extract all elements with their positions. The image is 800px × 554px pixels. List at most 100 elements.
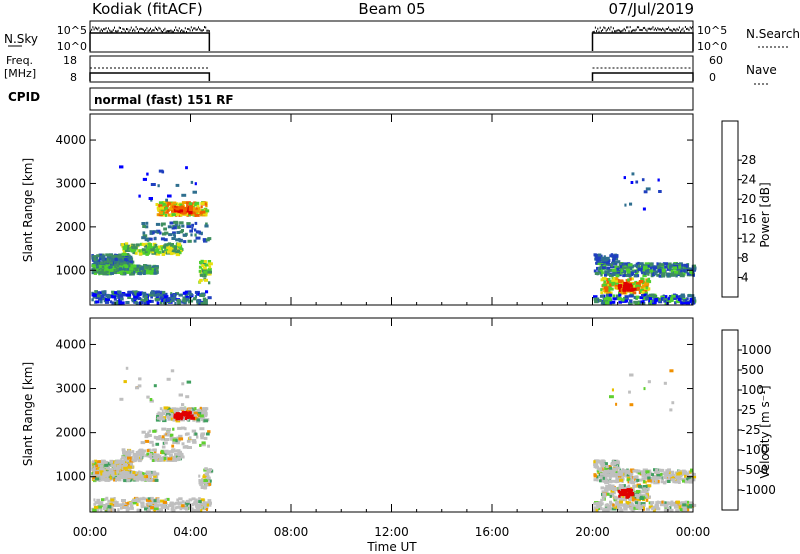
heatmap-cell bbox=[92, 255, 96, 259]
heatmap-cell bbox=[159, 301, 162, 305]
heatmap-cell bbox=[115, 270, 121, 274]
heatmap-cell bbox=[133, 295, 138, 299]
heatmap-cell bbox=[676, 271, 681, 275]
nsearch-tick-high: 10^5 bbox=[697, 24, 727, 37]
heatmap-cell bbox=[613, 505, 618, 509]
nsearch-dot bbox=[208, 30, 210, 33]
heatmap-cell bbox=[624, 489, 628, 493]
heatmap-cell bbox=[692, 296, 696, 300]
heatmap-cell bbox=[181, 211, 187, 215]
heatmap-cell bbox=[114, 471, 117, 475]
heatmap-cell bbox=[173, 415, 177, 419]
heatmap-cell bbox=[162, 290, 166, 294]
heatmap-cell bbox=[641, 471, 645, 475]
heatmap-cell bbox=[671, 476, 675, 480]
heatmap-cell bbox=[161, 299, 164, 303]
heatmap-cell bbox=[108, 261, 113, 265]
heatmap-cell bbox=[194, 182, 197, 186]
heatmap-cell bbox=[635, 262, 639, 266]
heatmap-cell bbox=[631, 172, 635, 176]
heatmap-cell bbox=[185, 209, 191, 213]
heatmap-cell bbox=[157, 184, 160, 188]
heatmap-cell bbox=[627, 267, 633, 271]
heatmap-cell bbox=[185, 415, 190, 419]
heatmap-cell bbox=[142, 472, 145, 476]
heatmap-cell bbox=[104, 463, 109, 467]
heatmap-cell bbox=[93, 271, 97, 275]
heatmap-cell bbox=[109, 471, 115, 475]
nsearch-dot bbox=[684, 26, 686, 28]
heatmap-cell bbox=[159, 293, 163, 297]
freq-line bbox=[591, 72, 694, 81]
heatmap-cell bbox=[663, 381, 667, 385]
heatmap-cell bbox=[172, 249, 176, 253]
heatmap-cell bbox=[611, 279, 616, 283]
nsearch-dot bbox=[100, 28, 102, 31]
heatmap-cell bbox=[127, 256, 132, 260]
heatmap-cell bbox=[626, 268, 631, 272]
heatmap-cell bbox=[620, 508, 624, 512]
heatmap-cell bbox=[93, 502, 97, 506]
heatmap-cell bbox=[612, 296, 615, 300]
heatmap-cell bbox=[154, 243, 158, 247]
heatmap-cell bbox=[123, 506, 128, 509]
heatmap-cell bbox=[182, 297, 187, 301]
heatmap-cell bbox=[119, 267, 123, 271]
heatmap-cell bbox=[147, 242, 150, 246]
heatmap-cell bbox=[112, 254, 118, 258]
heatmap-cell bbox=[205, 483, 211, 487]
heatmap-cell bbox=[150, 498, 155, 502]
heatmap-cell bbox=[114, 257, 118, 261]
heatmap-cell bbox=[170, 417, 173, 421]
heatmap-cell bbox=[609, 301, 612, 305]
heatmap-cell bbox=[678, 477, 682, 481]
heatmap-cell bbox=[626, 281, 630, 285]
heatmap-cell bbox=[97, 473, 103, 477]
heatmap-cell bbox=[202, 501, 207, 505]
heatmap-cell bbox=[643, 476, 647, 480]
nsearch-dot bbox=[653, 28, 655, 31]
heatmap-cell bbox=[188, 411, 192, 415]
heatmap-cell bbox=[631, 487, 635, 491]
nsearch-dot bbox=[670, 29, 672, 32]
heatmap-cell bbox=[125, 502, 129, 506]
heatmap-cell bbox=[602, 492, 607, 496]
nsearch-dot bbox=[598, 30, 600, 33]
heatmap-cell bbox=[593, 253, 597, 257]
heatmap-cell bbox=[683, 270, 689, 274]
heatmap-cell bbox=[609, 484, 615, 488]
heatmap-cell bbox=[682, 508, 688, 512]
heatmap-cell bbox=[624, 469, 627, 473]
heatmap-cell bbox=[167, 203, 169, 207]
heatmap-cell bbox=[634, 280, 638, 284]
nsearch-dot bbox=[672, 28, 674, 31]
heatmap-cell bbox=[175, 183, 180, 187]
nsearch-dot bbox=[594, 26, 596, 29]
heatmap-cell bbox=[609, 507, 612, 511]
heatmap-cell bbox=[632, 291, 637, 295]
heatmap-cell bbox=[131, 243, 136, 247]
heatmap-cell bbox=[132, 501, 137, 505]
heatmap-cell bbox=[664, 265, 668, 269]
heatmap-cell bbox=[685, 472, 689, 476]
heatmap-cell bbox=[141, 251, 147, 255]
heatmap-cell bbox=[612, 503, 615, 507]
nsearch-dot bbox=[124, 30, 126, 33]
nsearch-dot bbox=[665, 28, 667, 30]
heatmap-cell bbox=[102, 504, 107, 508]
heatmap-cell bbox=[651, 299, 654, 303]
heatmap-cell bbox=[180, 205, 185, 209]
heatmap-cell bbox=[147, 506, 150, 510]
heatmap-cell bbox=[136, 508, 142, 512]
heatmap-cell bbox=[153, 450, 157, 454]
heatmap-cell bbox=[647, 473, 653, 477]
nsearch-dot bbox=[641, 29, 643, 32]
heatmap-cell bbox=[182, 233, 187, 237]
heatmap-cell bbox=[122, 271, 126, 275]
heatmap-cell bbox=[159, 407, 163, 411]
heatmap-cell bbox=[148, 266, 153, 270]
heatmap-cell bbox=[135, 268, 139, 272]
heatmap-cell bbox=[158, 435, 162, 438]
heatmap-cell bbox=[614, 471, 619, 475]
heatmap-cell bbox=[202, 410, 208, 414]
